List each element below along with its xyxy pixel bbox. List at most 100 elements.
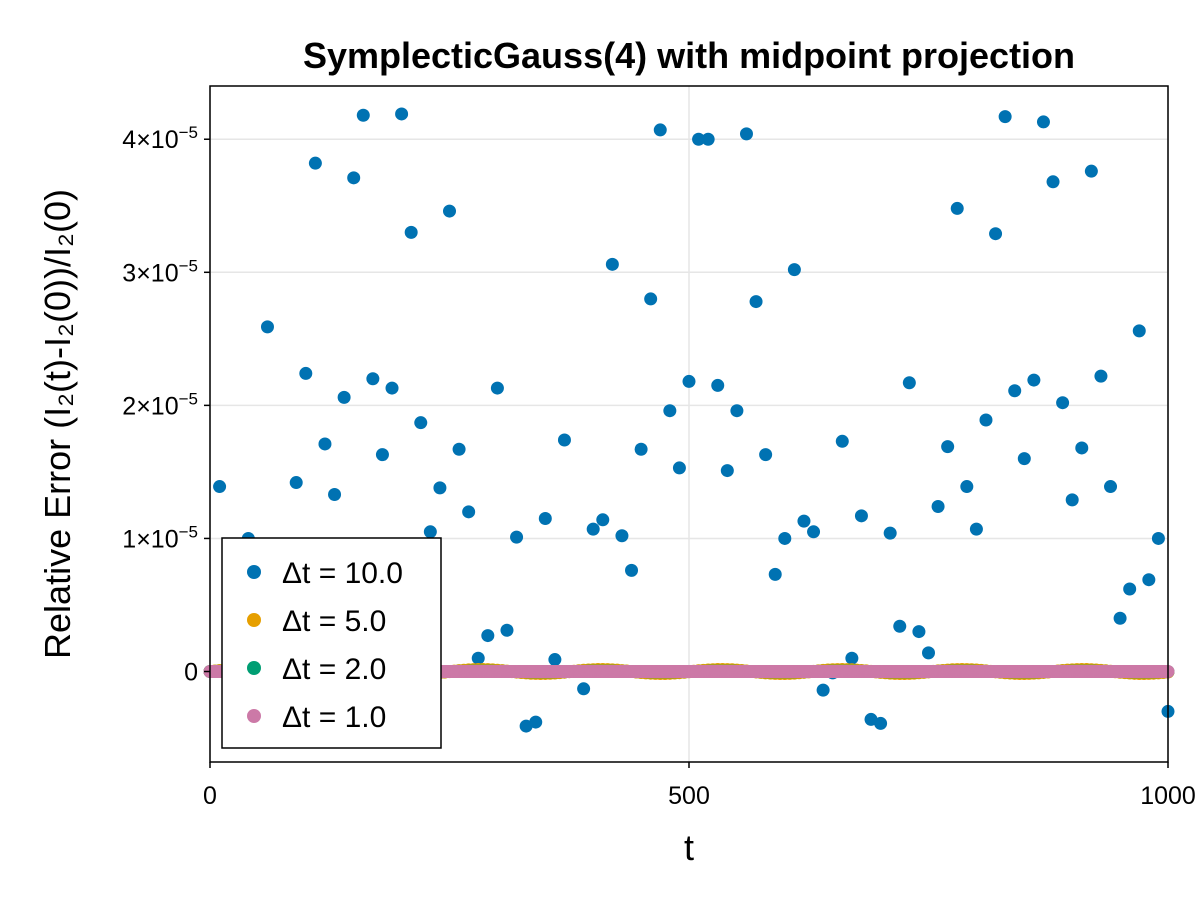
legend-marker	[247, 613, 261, 627]
data-point-dt10	[395, 107, 409, 121]
data-point-dt10	[644, 292, 658, 306]
data-point-dt10	[989, 227, 1003, 241]
data-point-dt10	[797, 514, 811, 528]
data-point-dt10	[1036, 115, 1050, 129]
data-point-dt10	[510, 530, 524, 544]
data-point-dt10	[1046, 175, 1060, 189]
x-tick-label: 0	[203, 782, 217, 810]
data-point-dt10	[318, 437, 332, 451]
data-point-dt10	[672, 461, 686, 475]
data-point-dt10	[998, 110, 1012, 124]
data-point-dt10	[941, 440, 955, 454]
data-point-dt10	[960, 480, 974, 494]
data-point-dt10	[404, 225, 418, 239]
data-point-dt10	[462, 505, 476, 519]
legend-marker	[247, 565, 261, 579]
data-point-dt10	[1142, 573, 1156, 587]
data-point-dt10	[538, 511, 552, 525]
data-point-dt10	[1065, 493, 1079, 507]
data-point-dt10	[1104, 480, 1118, 494]
data-point-dt10	[979, 413, 993, 427]
y-axis-label: Relative Error (I₂(t)-I₂(0))/I₂(0)	[37, 189, 78, 659]
data-point-dt10	[385, 381, 399, 395]
data-point-dt10	[922, 646, 935, 660]
data-point-dt10	[605, 257, 619, 271]
data-point-dt10	[1027, 373, 1041, 387]
legend-label: Δt = 1.0	[282, 701, 386, 734]
data-point-dt10	[452, 442, 466, 456]
legend-marker	[247, 661, 261, 675]
data-point-dt10	[634, 442, 648, 456]
data-point-dt10	[730, 404, 744, 418]
data-point-dt10	[931, 500, 945, 514]
legend-label: Δt = 10.0	[282, 557, 403, 590]
data-point-dt10	[1075, 441, 1089, 455]
data-point-dt10	[950, 201, 964, 215]
data-point-dt10	[308, 156, 322, 170]
data-point-dt10	[625, 563, 639, 577]
data-point-dt10	[1084, 164, 1098, 178]
data-point-dt10	[835, 434, 849, 448]
legend-label: Δt = 5.0	[282, 605, 386, 638]
data-point-dt10	[682, 374, 696, 388]
legend-label: Δt = 2.0	[282, 653, 386, 686]
data-point-dt10	[912, 625, 926, 639]
data-point-dt10	[749, 295, 763, 309]
data-point-dt10	[557, 433, 571, 447]
data-point-dt10	[299, 366, 313, 380]
data-point-dt10	[893, 619, 907, 633]
data-point-dt10	[759, 448, 773, 462]
data-point-dt10	[586, 522, 600, 536]
data-point-dt10	[845, 651, 859, 665]
data-point-dt10	[663, 404, 677, 418]
data-point-dt10	[328, 488, 342, 502]
data-point-dt10	[356, 108, 370, 122]
data-point-dt10	[1113, 611, 1127, 625]
data-point-dt10	[807, 525, 821, 539]
data-point-dt10	[1017, 452, 1031, 466]
data-point-dt10	[213, 480, 227, 494]
data-point-dt10	[854, 509, 868, 523]
data-point-dt10	[414, 416, 428, 430]
x-tick-label: 500	[668, 782, 710, 810]
data-point-dt10	[366, 372, 380, 386]
data-point-dt10	[778, 531, 792, 545]
data-point-dt10	[500, 623, 514, 637]
data-point-dt10	[1132, 324, 1146, 338]
data-point-dt10	[653, 123, 667, 137]
data-point-dt10	[471, 651, 485, 665]
x-tick-label: 1000	[1140, 782, 1196, 810]
data-point-dt10	[577, 682, 591, 696]
legend-marker	[247, 709, 261, 723]
data-point-dt10	[423, 525, 437, 539]
data-point-dt10	[347, 171, 361, 185]
data-point-dt10	[443, 204, 456, 218]
data-point-dt10	[720, 464, 734, 478]
data-point-dt10	[883, 526, 897, 540]
y-tick-label: 0	[184, 659, 198, 687]
data-point-dt10	[711, 378, 725, 392]
data-point-dt10	[529, 715, 543, 729]
data-point-dt10	[1008, 384, 1022, 398]
legend: Δt = 10.0 Δt = 5.0 Δt = 2.0 Δt = 1.0	[221, 537, 442, 749]
data-point-dt10	[260, 320, 274, 334]
data-point-dt10	[548, 653, 562, 667]
data-point-dt10	[375, 448, 389, 462]
data-point-dt10	[337, 390, 351, 404]
data-point-dt10	[490, 381, 504, 395]
chart-title: SymplecticGauss(4) with midpoint project…	[303, 35, 1075, 76]
data-point-dt10	[615, 529, 629, 543]
data-point-dt10	[596, 513, 610, 527]
data-point-dt10	[1056, 396, 1070, 410]
data-point-dt10	[1123, 582, 1137, 596]
data-point-dt10	[481, 629, 495, 643]
data-point-dt10	[902, 376, 916, 390]
data-point-dt10	[701, 132, 715, 146]
data-point-dt10	[692, 132, 706, 146]
data-point-dt10	[816, 683, 830, 697]
data-point-dt10	[969, 522, 983, 536]
x-axis-ticks: 0 500 1000	[203, 762, 1196, 810]
data-point-dt10	[289, 476, 303, 490]
